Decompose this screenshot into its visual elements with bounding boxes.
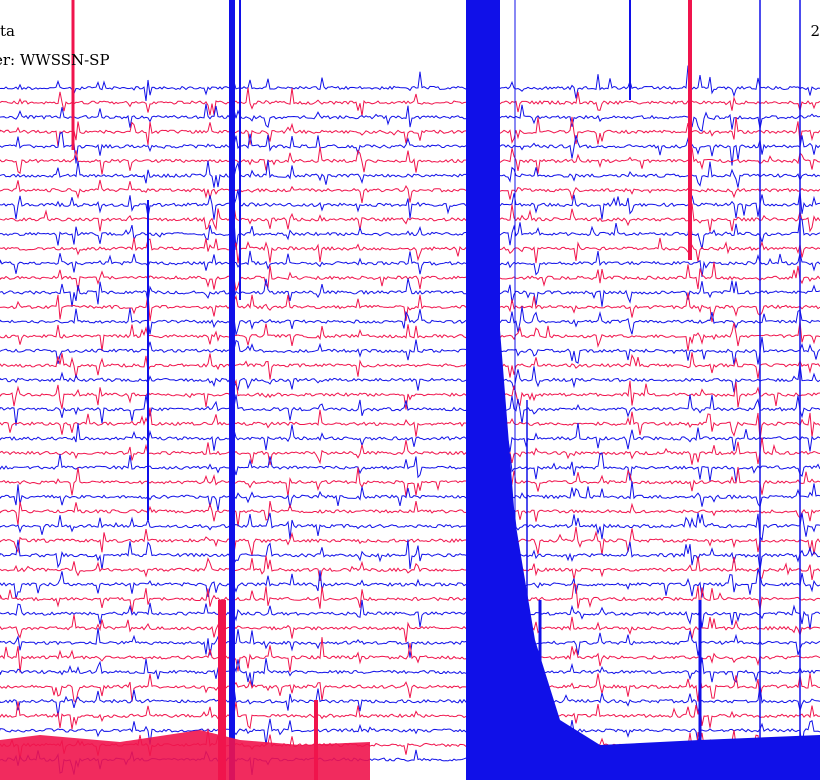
trace-line-36 <box>0 582 820 613</box>
trace-line-17 <box>0 306 820 336</box>
trace-line-41 <box>0 657 820 688</box>
trace-line-10 <box>0 203 820 233</box>
trace-line-25 <box>0 422 820 452</box>
trace-line-26 <box>0 437 820 466</box>
trace-line-7 <box>0 159 820 188</box>
trace-line-33 <box>0 539 820 571</box>
trace-line-31 <box>0 510 820 542</box>
saturated-signal-band <box>466 0 820 780</box>
trace-line-6 <box>0 146 820 175</box>
trace-line-34 <box>0 555 820 581</box>
trace-line-1 <box>0 65 820 101</box>
trace-line-40 <box>0 637 820 673</box>
trace-line-32 <box>0 526 820 556</box>
trace-line-2 <box>0 87 820 117</box>
trace-line-30 <box>0 499 820 527</box>
trace-line-38 <box>0 614 820 643</box>
trace-line-3 <box>0 103 820 132</box>
trace-line-42 <box>0 670 820 703</box>
trace-line-21 <box>0 364 820 393</box>
trace-line-29 <box>0 481 820 511</box>
trace-line-12 <box>0 237 820 264</box>
trace-line-27 <box>0 452 820 483</box>
trace-line-28 <box>0 466 820 497</box>
trace-line-39 <box>0 628 820 658</box>
trace-line-44 <box>0 701 820 730</box>
trace-line-37 <box>0 599 820 630</box>
date-title: 2 <box>810 22 820 40</box>
trace-line-35 <box>0 568 820 599</box>
trace-line-43 <box>0 685 820 717</box>
trace-line-8 <box>0 179 820 203</box>
station-title: ta <box>0 22 15 40</box>
trace-line-4 <box>0 116 820 147</box>
trace-line-45 <box>0 718 820 746</box>
trace-line-14 <box>0 261 820 293</box>
trace-line-20 <box>0 352 820 380</box>
trace-line-16 <box>0 292 820 323</box>
clipped-burst-bottom <box>0 730 370 780</box>
filter-label: er: WWSSN-SP <box>0 51 110 69</box>
trace-line-23 <box>0 394 820 426</box>
trace-line-11 <box>0 218 820 250</box>
trace-line-19 <box>0 336 820 365</box>
trace-line-18 <box>0 321 820 352</box>
trace-line-13 <box>0 250 820 277</box>
trace-line-22 <box>0 379 820 410</box>
trace-line-15 <box>0 278 820 307</box>
trace-line-5 <box>0 131 820 166</box>
trace-line-9 <box>0 189 820 220</box>
trace-line-24 <box>0 407 820 440</box>
